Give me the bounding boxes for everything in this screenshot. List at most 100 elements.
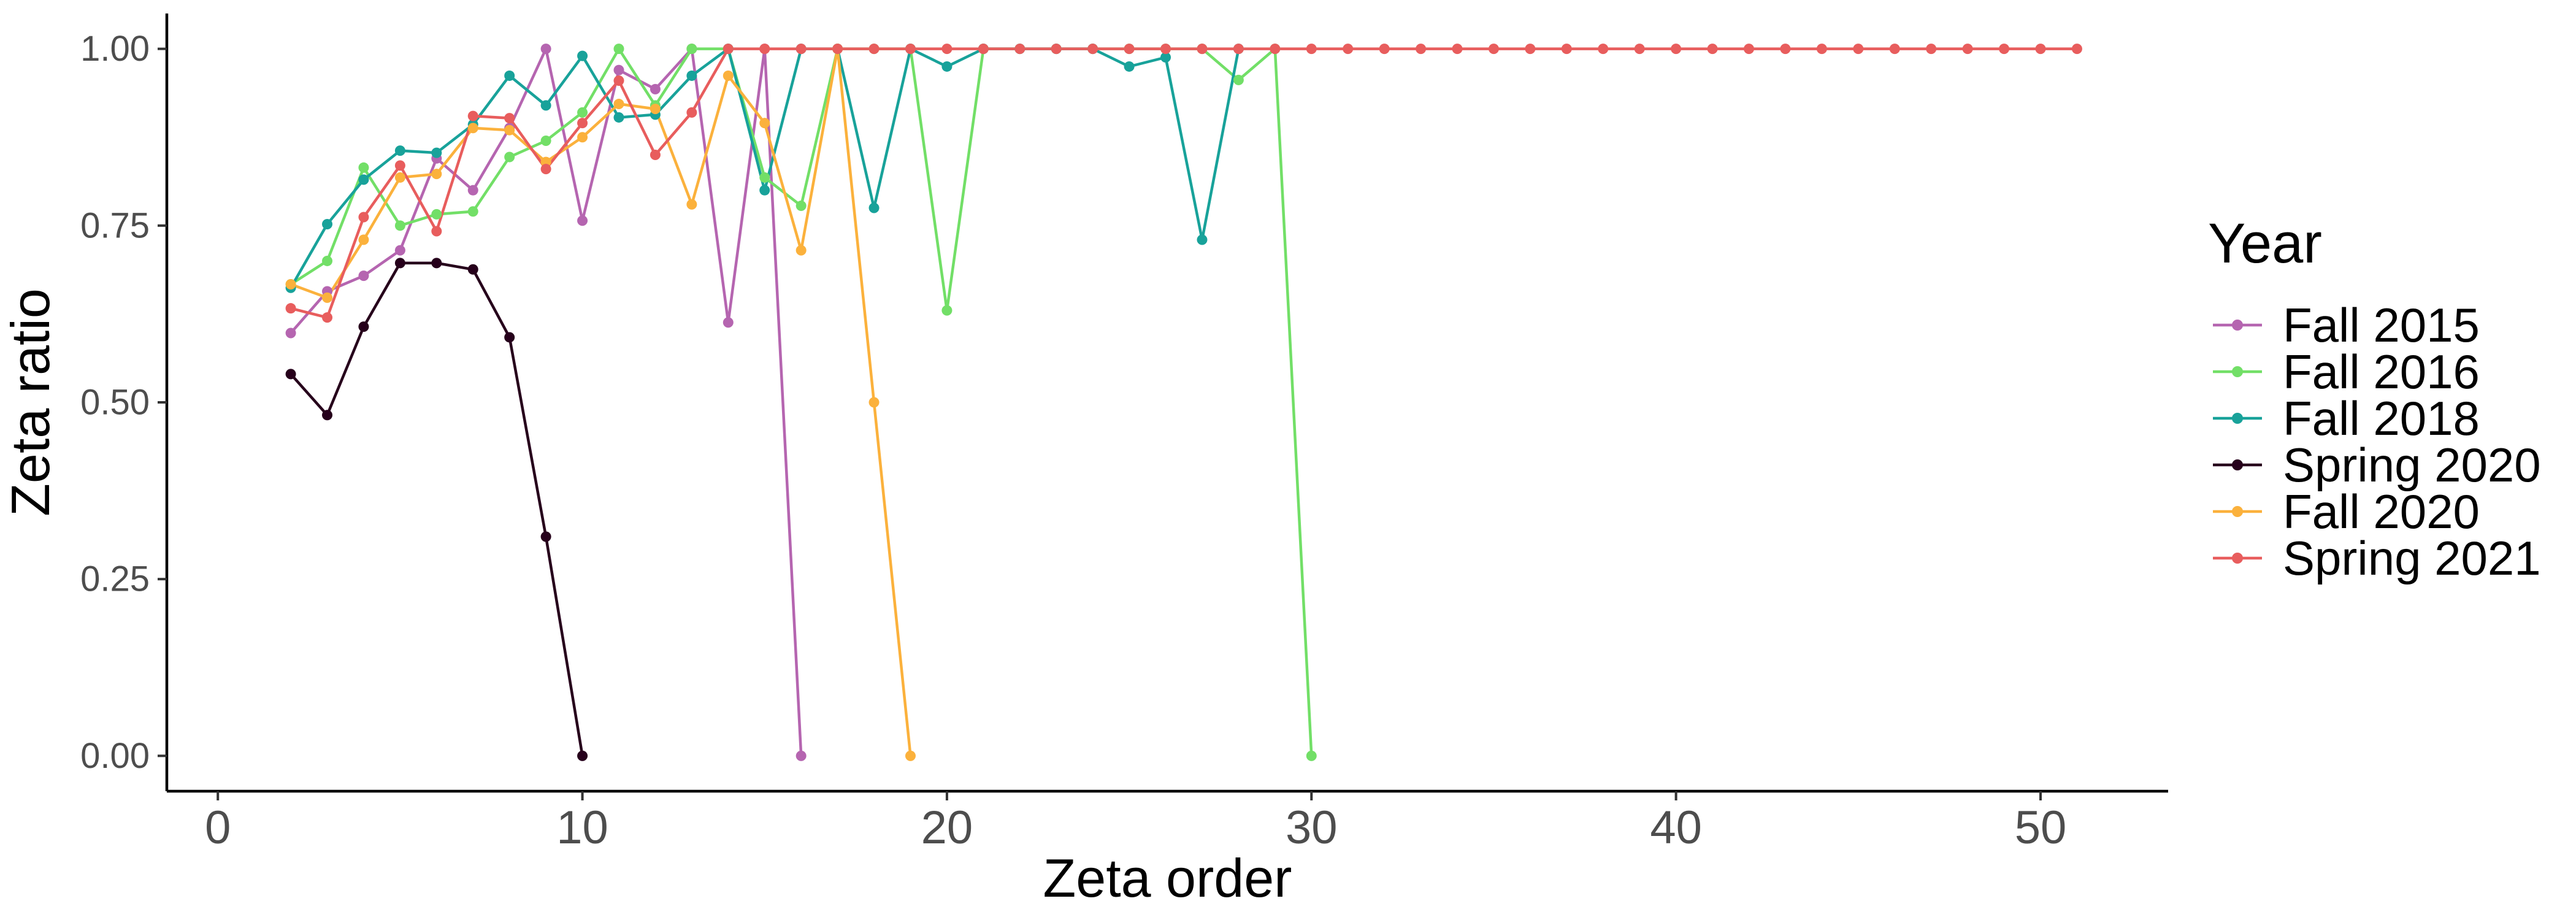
point-spring-2021 xyxy=(978,44,989,55)
legend-label-fall-2020: Fall 2020 xyxy=(2283,485,2480,539)
point-spring-2021 xyxy=(358,212,369,223)
point-fall-2020 xyxy=(577,132,588,143)
point-fall-2016 xyxy=(540,135,551,146)
x-tick-label: 50 xyxy=(2015,802,2067,854)
point-spring-2021 xyxy=(504,113,515,124)
y-tick-label: 1.00 xyxy=(80,29,150,69)
point-fall-2016 xyxy=(1233,74,1244,85)
point-fall-2015 xyxy=(795,750,807,761)
point-spring-2021 xyxy=(686,107,697,118)
point-spring-2020 xyxy=(540,531,551,542)
point-fall-2016 xyxy=(941,305,953,316)
point-spring-2021 xyxy=(1999,44,2010,55)
legend-label-spring-2021: Spring 2021 xyxy=(2283,531,2541,585)
point-spring-2021 xyxy=(1962,44,1973,55)
point-fall-2018 xyxy=(322,219,333,230)
legend-key-point-spring-2020 xyxy=(2232,459,2243,470)
point-spring-2021 xyxy=(2035,44,2046,55)
legend-label-fall-2016: Fall 2016 xyxy=(2283,345,2480,399)
point-spring-2021 xyxy=(941,44,953,55)
point-spring-2021 xyxy=(2071,44,2082,55)
point-spring-2021 xyxy=(905,44,916,55)
point-spring-2021 xyxy=(1889,44,1900,55)
point-fall-2016 xyxy=(467,206,478,217)
point-fall-2020 xyxy=(467,123,478,134)
y-tick-label: 0.25 xyxy=(80,559,150,599)
point-fall-2016 xyxy=(322,255,333,266)
point-spring-2021 xyxy=(1816,44,1827,55)
axes: 0.00 0.25 0.50 0.75 1.00 0 10 20 30 40 50 Zeta orde… xyxy=(0,13,2168,908)
point-spring-2021 xyxy=(1743,44,1754,55)
point-fall-2016 xyxy=(686,44,697,55)
point-fall-2018 xyxy=(1160,52,1171,63)
point-fall-2018 xyxy=(613,112,624,123)
point-spring-2021 xyxy=(1634,44,1645,55)
point-fall-2016 xyxy=(358,162,369,173)
point-spring-2021 xyxy=(285,303,296,314)
point-spring-2021 xyxy=(650,150,661,161)
point-spring-2021 xyxy=(868,44,880,55)
series-points xyxy=(285,44,2082,761)
point-fall-2020 xyxy=(504,125,515,136)
point-fall-2015 xyxy=(394,245,405,256)
point-fall-2018 xyxy=(1197,234,1208,245)
point-fall-2016 xyxy=(613,44,624,55)
point-fall-2016 xyxy=(1306,750,1317,761)
point-fall-2016 xyxy=(431,209,442,220)
point-spring-2021 xyxy=(1525,44,1536,55)
point-spring-2020 xyxy=(285,369,296,380)
point-fall-2015 xyxy=(723,317,734,328)
x-tick-label: 10 xyxy=(556,802,608,854)
point-fall-2018 xyxy=(394,145,405,156)
legend-label-fall-2018: Fall 2018 xyxy=(2283,391,2480,445)
point-spring-2021 xyxy=(1452,44,1463,55)
point-fall-2020 xyxy=(285,278,296,289)
point-spring-2021 xyxy=(540,164,551,175)
point-fall-2016 xyxy=(577,107,588,118)
point-fall-2020 xyxy=(322,292,333,303)
point-fall-2018 xyxy=(759,185,770,196)
point-spring-2020 xyxy=(322,410,333,421)
point-fall-2015 xyxy=(285,328,296,339)
point-fall-2020 xyxy=(394,172,405,183)
point-fall-2016 xyxy=(394,220,405,231)
point-spring-2021 xyxy=(1197,44,1208,55)
point-fall-2020 xyxy=(905,750,916,761)
point-fall-2018 xyxy=(431,147,442,158)
point-spring-2021 xyxy=(1087,44,1098,55)
point-fall-2018 xyxy=(868,202,880,213)
point-spring-2021 xyxy=(1780,44,1791,55)
point-spring-2021 xyxy=(577,118,588,129)
point-fall-2015 xyxy=(650,83,661,94)
point-spring-2021 xyxy=(1306,44,1317,55)
legend-key-point-fall-2015 xyxy=(2232,320,2243,331)
point-fall-2016 xyxy=(795,201,807,212)
point-fall-2015 xyxy=(613,64,624,75)
point-fall-2018 xyxy=(358,174,369,185)
point-spring-2021 xyxy=(723,44,734,55)
point-fall-2015 xyxy=(577,215,588,226)
point-spring-2020 xyxy=(394,258,405,269)
legend-label-fall-2015: Fall 2015 xyxy=(2283,298,2480,352)
y-tick-label: 0.75 xyxy=(80,205,150,245)
y-tick-label: 0.00 xyxy=(80,736,150,776)
point-spring-2021 xyxy=(613,75,624,86)
point-spring-2021 xyxy=(1379,44,1390,55)
legend-label-spring-2020: Spring 2020 xyxy=(2283,438,2541,492)
point-spring-2021 xyxy=(1598,44,1609,55)
point-fall-2018 xyxy=(577,50,588,61)
point-spring-2021 xyxy=(1233,44,1244,55)
point-spring-2021 xyxy=(1671,44,1682,55)
point-fall-2016 xyxy=(759,172,770,183)
point-spring-2020 xyxy=(577,750,588,761)
point-spring-2021 xyxy=(1926,44,1937,55)
point-spring-2021 xyxy=(795,44,807,55)
point-fall-2018 xyxy=(1124,61,1135,72)
point-fall-2018 xyxy=(686,70,697,81)
x-tick-label: 30 xyxy=(1286,802,1338,854)
point-spring-2020 xyxy=(358,321,369,332)
legend-title: Year xyxy=(2208,212,2322,275)
point-spring-2021 xyxy=(1561,44,1572,55)
